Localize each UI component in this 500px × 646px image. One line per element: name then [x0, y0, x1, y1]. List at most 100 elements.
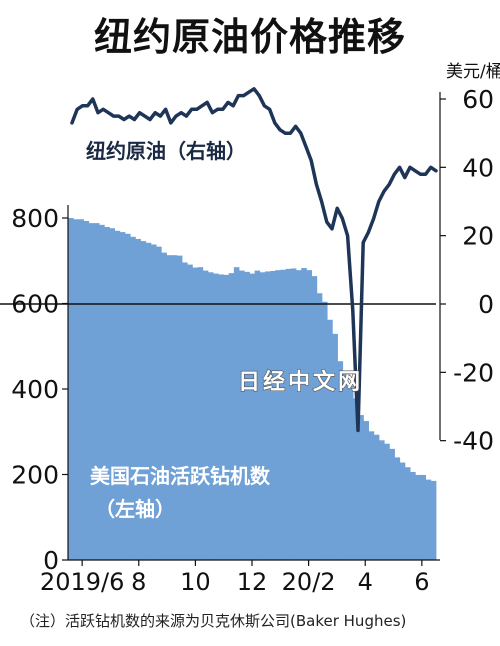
rig-count-bar	[399, 462, 406, 560]
right-tick-label: 0	[478, 290, 494, 319]
rig-count-bar	[389, 448, 395, 560]
x-tick-label: 10	[180, 568, 211, 596]
rig-count-bar	[264, 271, 271, 560]
rig-count-bar	[285, 268, 292, 560]
rig-count-bar	[332, 333, 338, 560]
rig-series-label: 美国石油活跃钻机数	[90, 464, 271, 488]
rig-count-bar	[104, 226, 110, 561]
right-tick-label: -20	[453, 358, 494, 387]
rig-count-bar	[218, 274, 224, 560]
rig-count-bar	[68, 218, 74, 560]
rig-count-bar	[88, 223, 95, 560]
rig-count-bar	[119, 232, 126, 561]
x-tick-label: 8	[131, 568, 146, 596]
rig-count-bar	[233, 267, 240, 560]
watermark: 日经中文网	[238, 369, 363, 395]
rig-count-bar	[207, 272, 214, 560]
rig-count-bar	[150, 244, 157, 560]
rig-count-bar	[99, 224, 105, 560]
rig-count-bar	[93, 223, 100, 560]
rig-count-bar	[202, 270, 209, 560]
rig-count-bar	[280, 269, 287, 560]
right-axis-unit: 美元/桶	[446, 62, 500, 82]
rig-count-bar	[223, 274, 230, 560]
x-tick-label: 2019/6	[40, 568, 124, 596]
rig-count-bar	[171, 255, 178, 560]
rig-count-bar	[161, 252, 167, 560]
rig-count-bar	[327, 319, 333, 560]
rig-count-bar	[384, 443, 390, 560]
rig-count-bar	[182, 262, 188, 560]
rig-count-bar	[373, 434, 380, 560]
x-tick-label: 6	[414, 568, 429, 596]
right-tick-label: 60	[462, 85, 494, 114]
rig-count-bar	[415, 474, 421, 560]
rig-count-bars	[68, 218, 437, 561]
footnote: （注）活跃钻机数的来源为贝克休斯公司(Baker Hughes)	[20, 612, 407, 630]
rig-count-bar	[130, 236, 136, 560]
rig-count-bar	[296, 270, 302, 560]
rig-count-bar	[176, 255, 183, 560]
rig-count-bar	[342, 372, 349, 560]
rig-count-bar	[420, 474, 427, 560]
rig-series-axis-note: （左轴）	[95, 497, 175, 521]
rig-count-bar	[358, 415, 364, 560]
rig-count-bar	[145, 242, 152, 561]
rig-count-bar	[275, 270, 281, 560]
x-axis: 2019/6 8 10 12 20/2 4 6	[40, 559, 440, 596]
rig-count-bar	[83, 220, 90, 561]
rig-count-bar	[109, 228, 116, 560]
x-tick-label: 4	[358, 568, 373, 596]
rig-count-bar	[197, 267, 204, 560]
rig-count-bar	[425, 479, 432, 560]
rig-count-bar	[430, 480, 437, 560]
left-tick-label: 800	[11, 204, 59, 233]
rig-count-bar	[249, 273, 255, 560]
rig-count-bar	[166, 255, 173, 560]
rig-count-bar	[321, 301, 328, 560]
rig-count-bar	[135, 238, 141, 560]
rig-count-bar	[78, 219, 84, 560]
rig-count-bar	[316, 293, 323, 560]
rig-count-bar	[140, 241, 147, 560]
rig-count-bar	[187, 264, 193, 560]
right-tick-label: -40	[453, 427, 494, 456]
rig-count-bar	[114, 230, 121, 560]
rig-count-bar	[156, 246, 162, 560]
left-tick-label: 0	[43, 546, 59, 575]
rig-count-bar	[301, 268, 307, 560]
wti-series-label: 纽约原油（右轴）	[86, 139, 246, 163]
rig-count-bar	[290, 268, 297, 560]
rig-count-bar	[347, 385, 354, 560]
x-tick-label: 20/2	[282, 568, 336, 596]
rig-count-bar	[410, 471, 416, 560]
wti-price-line	[70, 87, 438, 433]
rig-count-bar	[254, 270, 261, 560]
rig-count-bar	[353, 398, 359, 560]
rig-count-bar	[311, 276, 318, 560]
rig-count-bar	[306, 270, 312, 560]
right-tick-label: 40	[462, 153, 494, 182]
rig-count-bar	[73, 219, 79, 560]
rig-count-bar	[270, 271, 276, 560]
rig-count-bar	[378, 440, 385, 560]
rig-count-bar	[213, 273, 219, 560]
right-tick-label: 20	[462, 222, 494, 251]
right-axis: 60 40 20 0 -20 -40	[439, 85, 494, 456]
left-tick-label: 200	[11, 461, 59, 490]
rig-count-bar	[192, 267, 198, 560]
rig-count-bar	[228, 273, 235, 560]
rig-count-bar	[125, 233, 131, 560]
rig-count-bar	[259, 272, 266, 560]
page-title: 纽约原油价格推移	[93, 15, 406, 59]
rig-count-bar	[394, 457, 401, 560]
x-tick-label: 12	[237, 568, 268, 596]
rig-count-bar	[368, 431, 375, 560]
rig-count-bar	[239, 270, 245, 560]
rig-count-bar	[244, 271, 250, 560]
left-tick-label: 400	[11, 375, 59, 404]
rig-count-bar	[363, 421, 370, 560]
rig-count-bar	[337, 361, 344, 560]
